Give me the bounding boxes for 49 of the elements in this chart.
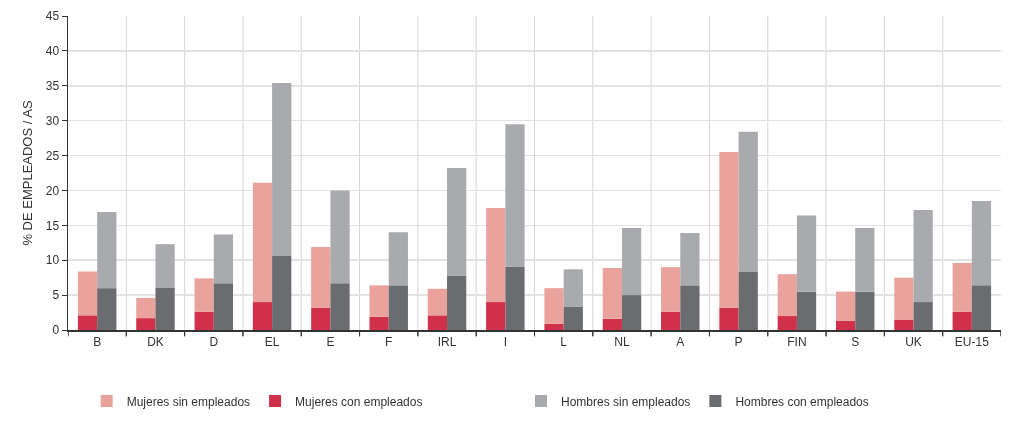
x-tick-label: I: [503, 334, 508, 349]
legend-label: Hombres con empleados: [735, 394, 869, 409]
x-tick-label: EL: [264, 334, 280, 349]
legend-label: Mujeres sin empleados: [126, 394, 251, 409]
x-tick-label: A: [676, 334, 685, 349]
bar: [796, 215, 817, 292]
y-tick-label: 10: [45, 253, 60, 268]
legend-label: Hombres sin empleados: [560, 394, 691, 409]
y-tick-label: 35: [45, 78, 60, 93]
bar: [369, 316, 389, 330]
x-tick-label: NL: [614, 334, 630, 349]
x-tick-label: F: [385, 334, 393, 349]
bar: [97, 212, 117, 289]
legend-label: Mujeres con empleados: [295, 394, 423, 409]
bar: [136, 318, 156, 330]
x-tick-label: IRL: [437, 334, 457, 349]
x-tick-label: L: [560, 334, 568, 349]
y-tick-label: 15: [45, 218, 60, 233]
y-tick-label: 40: [45, 44, 60, 59]
x-tick-label: FIN: [787, 334, 807, 349]
x-tick-label: B: [93, 334, 102, 349]
x-tick-label: P: [734, 334, 743, 349]
x-tick-label: E: [326, 334, 335, 349]
bar: [621, 228, 642, 296]
bar: [272, 82, 292, 257]
bar: [913, 209, 933, 303]
bar: [427, 315, 448, 330]
x-tick-label: S: [851, 334, 860, 349]
x-tick-label: EU-15: [954, 334, 990, 349]
bar: [971, 200, 992, 286]
bar: [330, 190, 350, 284]
y-axis-title: % DE EMPLEADOS / AS: [19, 100, 35, 246]
bar: [505, 124, 525, 267]
x-tick-label: UK: [905, 334, 922, 349]
bar: [213, 234, 234, 284]
bar: [680, 233, 700, 286]
y-tick-label: 25: [45, 148, 60, 163]
y-tick-label: 30: [45, 113, 60, 128]
bar: [855, 228, 875, 292]
y-tick-label: 20: [45, 183, 60, 198]
x-tick-label: DK: [147, 334, 164, 349]
bar: [155, 244, 175, 288]
y-tick-label: 45: [45, 9, 60, 24]
y-tick-label: 0: [52, 323, 60, 338]
bar: [447, 168, 467, 276]
bar: [388, 232, 408, 286]
bar: [835, 320, 856, 330]
x-tick-label: D: [209, 334, 219, 349]
y-tick-label: 5: [52, 288, 60, 303]
